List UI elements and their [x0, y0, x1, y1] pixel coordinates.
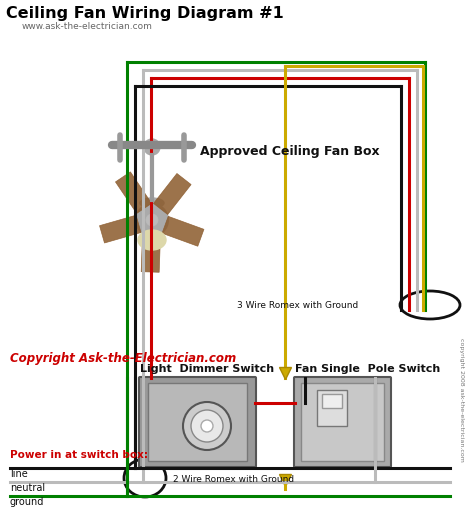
Text: Power in at switch box:: Power in at switch box: — [10, 450, 148, 460]
Polygon shape — [141, 234, 161, 272]
Bar — [301, 383, 384, 461]
Text: www.ask-the-electrician.com: www.ask-the-electrician.com — [22, 22, 153, 31]
Polygon shape — [162, 217, 204, 246]
Text: 2 Wire Romex with Ground: 2 Wire Romex with Ground — [173, 476, 294, 485]
Circle shape — [140, 208, 164, 232]
Polygon shape — [116, 172, 152, 213]
Text: ground: ground — [10, 497, 45, 507]
Bar — [148, 383, 247, 461]
Text: Ceiling Fan Wiring Diagram #1: Ceiling Fan Wiring Diagram #1 — [6, 6, 284, 21]
Text: copyright 2008 ask-the-electrician.com: copyright 2008 ask-the-electrician.com — [459, 338, 465, 462]
Text: line: line — [10, 469, 28, 479]
Circle shape — [136, 204, 168, 236]
Polygon shape — [100, 215, 141, 243]
FancyBboxPatch shape — [139, 377, 256, 467]
Polygon shape — [154, 173, 191, 214]
Circle shape — [191, 410, 223, 442]
Text: 3 Wire Romex with Ground: 3 Wire Romex with Ground — [237, 301, 358, 310]
Ellipse shape — [140, 198, 164, 208]
Text: Light  Dimmer Switch: Light Dimmer Switch — [140, 364, 274, 374]
Bar — [322, 394, 342, 408]
Ellipse shape — [138, 230, 166, 250]
Text: Approved Ceiling Fan Box: Approved Ceiling Fan Box — [200, 145, 380, 158]
Circle shape — [146, 214, 158, 226]
Text: Copyright Ask-the-Electrician.com: Copyright Ask-the-Electrician.com — [10, 352, 236, 365]
Text: neutral: neutral — [10, 483, 45, 493]
Bar — [317, 390, 347, 426]
Circle shape — [201, 420, 213, 432]
Circle shape — [144, 139, 160, 155]
FancyBboxPatch shape — [294, 377, 391, 467]
Circle shape — [183, 402, 231, 450]
Text: Fan Single  Pole Switch: Fan Single Pole Switch — [295, 364, 440, 374]
